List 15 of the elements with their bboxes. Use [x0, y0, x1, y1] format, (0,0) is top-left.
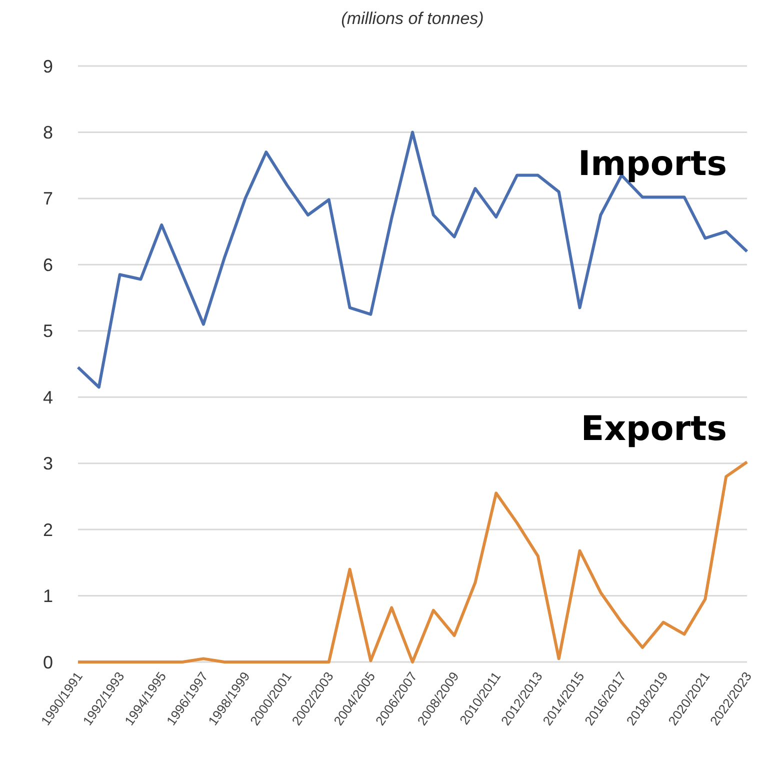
y-tick-label: 2: [42, 520, 54, 540]
y-tick-label: 6: [42, 254, 54, 275]
series-label: Imports: [578, 144, 727, 184]
y-tick-label: 3: [42, 454, 54, 474]
series-label: Exports: [580, 409, 727, 450]
y-tick-label: 0: [42, 652, 54, 672]
y-tick-label: 1: [42, 586, 54, 606]
y-tick-label: 9: [42, 56, 54, 76]
line-series: [76, 130, 748, 389]
chart-title: (millions of tonnes): [341, 9, 484, 28]
y-tick-label: 8: [42, 122, 54, 143]
y-tick-label: 4: [42, 387, 54, 408]
y-tick-label: 5: [42, 321, 54, 342]
y-tick-label: 7: [42, 188, 54, 209]
line-series: [76, 460, 748, 664]
